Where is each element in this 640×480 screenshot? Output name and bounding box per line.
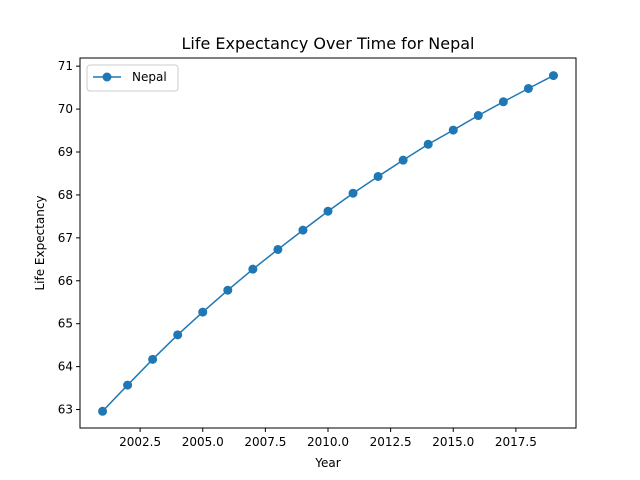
data-point: [373, 171, 383, 181]
y-tick-label: 70: [58, 102, 73, 116]
data-point: [423, 139, 433, 149]
legend: Nepal: [86, 64, 179, 92]
x-tick-label: 2015.0: [432, 435, 474, 449]
x-tick-label: 2012.5: [370, 435, 412, 449]
data-point: [173, 330, 183, 340]
x-tick-label: 2010.0: [307, 435, 349, 449]
y-tick-label: 68: [58, 188, 73, 202]
y-tick-label: 63: [58, 403, 73, 417]
legend-point-marker: [102, 72, 112, 82]
y-axis: 63 64 65 66 67 68 69 70 71: [58, 59, 80, 417]
data-point: [448, 125, 458, 135]
chart-title: Life Expectancy Over Time for Nepal: [182, 34, 475, 53]
data-point: [298, 225, 308, 235]
data-point: [498, 97, 508, 107]
y-tick-label: 66: [58, 274, 73, 288]
x-tick-label: 2005.0: [182, 435, 224, 449]
legend-box: [86, 64, 179, 92]
data-point: [548, 71, 558, 81]
y-tick-label: 65: [58, 317, 73, 331]
data-point: [223, 285, 233, 295]
y-tick-label: 64: [58, 360, 73, 374]
data-point: [248, 264, 258, 274]
legend-label-nepal: Nepal: [132, 70, 167, 84]
x-tick-label: 2007.5: [244, 435, 286, 449]
data-point: [148, 354, 158, 364]
y-tick-label: 67: [58, 231, 73, 245]
data-point: [198, 307, 208, 317]
y-tick-label: 71: [58, 59, 73, 73]
x-axis-label: Year: [314, 456, 340, 470]
y-axis-label: Life Expectancy: [33, 195, 47, 290]
data-point: [398, 155, 408, 165]
data-point: [523, 83, 533, 93]
series-layer: [98, 71, 558, 416]
data-point: [348, 188, 358, 198]
y-tick-label: 69: [58, 145, 73, 159]
x-tick-label: 2017.5: [495, 435, 537, 449]
data-point: [123, 380, 133, 390]
data-point: [98, 406, 108, 416]
data-point: [473, 111, 483, 121]
data-point: [273, 244, 283, 254]
x-tick-label: 2002.5: [119, 435, 161, 449]
data-point: [323, 206, 333, 216]
x-axis: 2002.5 2005.0 2007.5 2010.0 2012.5 2015.0 2017…: [119, 428, 537, 449]
